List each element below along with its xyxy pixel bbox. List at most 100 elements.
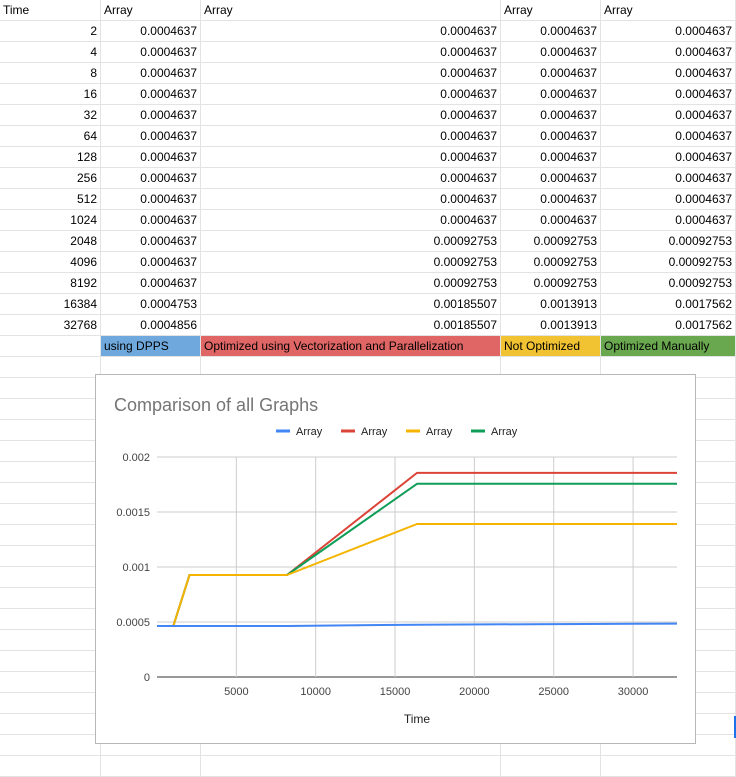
empty-cell[interactable] <box>101 735 201 756</box>
cell-array-1[interactable]: 0.0004637 <box>101 168 201 189</box>
cell-time[interactable]: 64 <box>0 126 101 147</box>
empty-cell[interactable] <box>501 756 601 777</box>
cell-array-4[interactable]: 0.0017562 <box>601 294 736 315</box>
empty-cell[interactable] <box>501 735 601 756</box>
cell-time[interactable]: 256 <box>0 168 101 189</box>
cell-time[interactable]: 128 <box>0 147 101 168</box>
cell-array-1[interactable]: 0.0004637 <box>101 147 201 168</box>
cell-array-1[interactable]: 0.0004637 <box>101 231 201 252</box>
empty-cell[interactable] <box>0 420 101 441</box>
empty-cell[interactable] <box>201 735 501 756</box>
cell-array-4[interactable]: 0.0004637 <box>601 42 736 63</box>
cell-array-4[interactable]: 0.0004637 <box>601 210 736 231</box>
cell-time[interactable]: 8 <box>0 63 101 84</box>
cell-array-4[interactable]: 0.0017562 <box>601 315 736 336</box>
cell-time[interactable]: 32 <box>0 105 101 126</box>
cell-array-2[interactable]: 0.0004637 <box>201 210 501 231</box>
header-cell-array-1[interactable]: Array <box>101 0 201 21</box>
cell-array-3[interactable]: 0.00092753 <box>501 252 601 273</box>
cell-array-1[interactable]: 0.0004637 <box>101 273 201 294</box>
cell-array-4[interactable]: 0.0004637 <box>601 126 736 147</box>
cell-array-1[interactable]: 0.0004856 <box>101 315 201 336</box>
cell-time[interactable]: 32768 <box>0 315 101 336</box>
empty-cell[interactable] <box>601 756 736 777</box>
empty-cell[interactable] <box>0 504 101 525</box>
cell-array-2[interactable]: 0.0004637 <box>201 84 501 105</box>
cell-array-2[interactable]: 0.0004637 <box>201 105 501 126</box>
cell-array-2[interactable]: 0.00185507 <box>201 294 501 315</box>
cell-array-2[interactable]: 0.0004637 <box>201 189 501 210</box>
cell-array-3[interactable]: 0.0004637 <box>501 84 601 105</box>
cell-array-4[interactable]: 0.0004637 <box>601 168 736 189</box>
empty-cell[interactable] <box>0 693 101 714</box>
empty-cell[interactable] <box>0 588 101 609</box>
cell-array-4[interactable]: 0.0004637 <box>601 189 736 210</box>
cell-array-2[interactable]: 0.0004637 <box>201 126 501 147</box>
empty-cell[interactable] <box>0 483 101 504</box>
cell-array-3[interactable]: 0.0004637 <box>501 147 601 168</box>
cell-array-4[interactable]: 0.0004637 <box>601 147 736 168</box>
cell-array-3[interactable]: 0.0004637 <box>501 168 601 189</box>
line-chart[interactable]: Comparison of all Graphs 0 0.0005 0.001 0.00… <box>95 374 696 744</box>
cell-time[interactable]: 2048 <box>0 231 101 252</box>
label-cell-vectorization[interactable]: Optimized using Vectorization and Parall… <box>201 336 501 357</box>
empty-cell[interactable] <box>0 567 101 588</box>
empty-cell[interactable] <box>0 609 101 630</box>
header-cell-time[interactable]: Time <box>0 0 101 21</box>
cell-array-1[interactable]: 0.0004637 <box>101 210 201 231</box>
cell-array-1[interactable]: 0.0004637 <box>101 42 201 63</box>
cell-array-2[interactable]: 0.0004637 <box>201 168 501 189</box>
cell-array-2[interactable]: 0.00185507 <box>201 315 501 336</box>
cell-array-2[interactable]: 0.00092753 <box>201 273 501 294</box>
empty-cell[interactable] <box>101 756 201 777</box>
cell-array-3[interactable]: 0.0004637 <box>501 105 601 126</box>
empty-cell[interactable] <box>0 441 101 462</box>
cell-time[interactable]: 1024 <box>0 210 101 231</box>
cell-array-3[interactable]: 0.0004637 <box>501 210 601 231</box>
cell-array-3[interactable]: 0.0013913 <box>501 315 601 336</box>
cell-array-3[interactable]: 0.00092753 <box>501 273 601 294</box>
cell-array-2[interactable]: 0.0004637 <box>201 147 501 168</box>
label-cell-dpps[interactable]: using DPPS <box>101 336 201 357</box>
cell-array-3[interactable]: 0.0004637 <box>501 21 601 42</box>
cell-time[interactable]: 2 <box>0 21 101 42</box>
cell-array-4[interactable]: 0.00092753 <box>601 231 736 252</box>
cell-array-4[interactable]: 0.0004637 <box>601 63 736 84</box>
cell-array-2[interactable]: 0.00092753 <box>201 252 501 273</box>
empty-cell[interactable] <box>0 756 101 777</box>
cell-time[interactable]: 16 <box>0 84 101 105</box>
cell-array-2[interactable]: 0.0004637 <box>201 63 501 84</box>
cell-time[interactable]: 4 <box>0 42 101 63</box>
empty-cell[interactable] <box>0 378 101 399</box>
header-cell-array-3[interactable]: Array <box>501 0 601 21</box>
cell-array-4[interactable]: 0.00092753 <box>601 252 736 273</box>
cell-array-1[interactable]: 0.0004637 <box>101 252 201 273</box>
cell-array-2[interactable]: 0.0004637 <box>201 21 501 42</box>
cell-time[interactable]: 16384 <box>0 294 101 315</box>
cell-array-4[interactable]: 0.0004637 <box>601 21 736 42</box>
cell-array-1[interactable]: 0.0004637 <box>101 63 201 84</box>
cell-array-3[interactable]: 0.0004637 <box>501 42 601 63</box>
cell-array-4[interactable]: 0.0004637 <box>601 84 736 105</box>
empty-cell[interactable] <box>0 651 101 672</box>
cell-array-1[interactable]: 0.0004637 <box>101 126 201 147</box>
cell-time[interactable]: 8192 <box>0 273 101 294</box>
cell-array-2[interactable]: 0.0004637 <box>201 42 501 63</box>
cell-time[interactable]: 512 <box>0 189 101 210</box>
header-cell-array-4[interactable]: Array <box>601 0 736 21</box>
cell-array-1[interactable]: 0.0004637 <box>101 189 201 210</box>
cell-array-4[interactable]: 0.00092753 <box>601 273 736 294</box>
label-cell-not-optimized[interactable]: Not Optimized <box>501 336 601 357</box>
empty-cell[interactable] <box>201 756 501 777</box>
empty-cell[interactable] <box>0 399 101 420</box>
empty-cell[interactable] <box>0 357 101 378</box>
cell-array-3[interactable]: 0.0004637 <box>501 189 601 210</box>
cell-array-3[interactable]: 0.0004637 <box>501 126 601 147</box>
header-cell-array-2[interactable]: Array <box>201 0 501 21</box>
cell-array-1[interactable]: 0.0004637 <box>101 21 201 42</box>
cell-array-3[interactable]: 0.00092753 <box>501 231 601 252</box>
empty-cell[interactable] <box>0 714 101 735</box>
empty-cell[interactable] <box>0 525 101 546</box>
cell-array-2[interactable]: 0.00092753 <box>201 231 501 252</box>
cell-array-3[interactable]: 0.0004637 <box>501 63 601 84</box>
